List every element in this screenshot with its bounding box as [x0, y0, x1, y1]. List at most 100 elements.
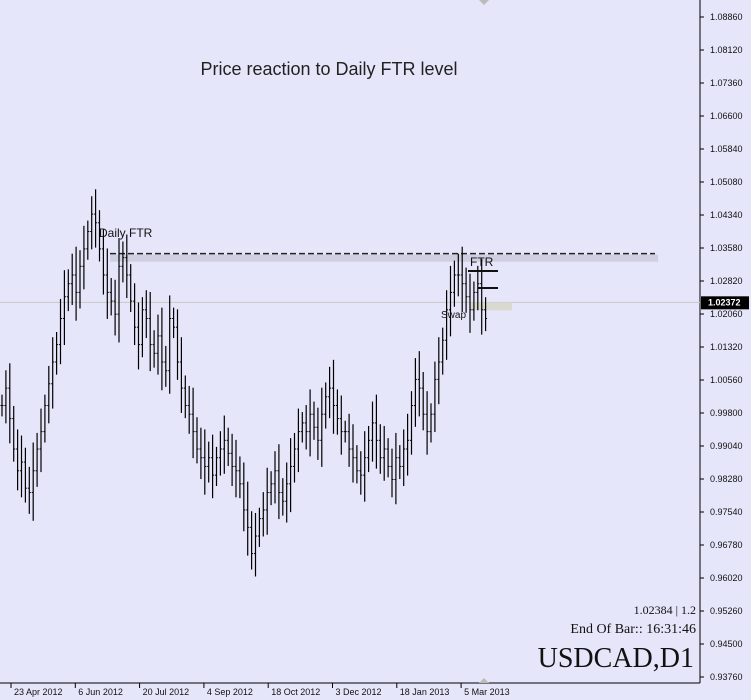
ohlc-bar — [452, 260, 456, 307]
ohlc-bar — [195, 417, 199, 464]
ohlc-bar — [441, 327, 445, 375]
ohlc-bar — [347, 413, 351, 467]
ohlc-bar — [129, 264, 133, 312]
ohlc-bar — [4, 370, 8, 424]
info-line-1: 1.02384 | 1.2 — [634, 603, 696, 617]
y-tick-label: 1.02820 — [710, 276, 743, 286]
ohlc-bar — [222, 415, 226, 474]
ohlc-bar — [367, 425, 371, 473]
ohlc-bar — [390, 448, 394, 498]
ohlc-bar — [148, 291, 152, 372]
ohlc-bar — [90, 196, 94, 250]
ohlc-bar — [8, 363, 12, 444]
ohlc-bar — [246, 481, 250, 556]
y-tick-label: 0.99040 — [710, 441, 743, 451]
ohlc-bar — [417, 351, 421, 417]
scroll-marker-bottom — [479, 678, 489, 683]
ohlc-bar — [82, 225, 86, 290]
chart-title: Price reaction to Daily FTR level — [200, 59, 457, 79]
ohlc-bar — [378, 424, 382, 474]
ohlc-bar — [125, 234, 129, 299]
x-tick-label: 5 Mar 2013 — [464, 687, 510, 697]
y-tick-label: 0.96780 — [710, 540, 743, 550]
ohlc-bar — [460, 246, 464, 312]
x-tick-label: 18 Oct 2012 — [271, 687, 320, 697]
ohlc-bar — [238, 456, 242, 499]
ohlc-bar — [109, 278, 113, 316]
ohlc-bar — [203, 429, 207, 495]
ohlc-bar — [421, 372, 425, 431]
ohlc-bar — [218, 431, 222, 476]
ohlc-bar — [43, 394, 47, 443]
y-tick-label: 0.98280 — [710, 474, 743, 484]
ohlc-bar — [137, 302, 140, 370]
ohlc-bar — [133, 283, 137, 346]
y-tick-label: 1.08120 — [710, 45, 743, 55]
ohlc-bar — [62, 270, 66, 346]
y-tick-label: 1.03580 — [710, 243, 743, 253]
ohlc-bar — [281, 478, 285, 516]
ohlc-bar — [117, 238, 121, 343]
ohlc-bar — [230, 433, 234, 487]
ohlc-bar — [425, 391, 429, 455]
y-tick-label: 0.97540 — [710, 507, 743, 517]
y-tick-label: 1.04340 — [710, 210, 743, 220]
y-tick-label: 1.08860 — [710, 12, 743, 22]
ohlc-bar — [191, 387, 195, 459]
ohlc-bar — [429, 403, 433, 443]
ftr-level-shadow — [110, 254, 658, 262]
swap-label: Swap — [441, 310, 466, 321]
ohlc-bar — [312, 401, 316, 440]
ohlc-bar — [140, 297, 144, 358]
ohlc-bar — [273, 451, 277, 504]
ohlc-bar — [179, 337, 183, 413]
ohlc-bar — [410, 391, 413, 455]
ohlc-bar — [320, 387, 324, 467]
ohlc-bar — [484, 297, 488, 332]
ohlc-bar — [300, 412, 304, 443]
ohlc-bar — [335, 389, 339, 435]
ohlc-bar — [59, 298, 62, 365]
x-tick-label: 18 Jan 2013 — [400, 687, 450, 697]
ohlc-bar — [168, 295, 172, 394]
ohlc-bar — [351, 424, 355, 483]
y-tick-label: 0.95260 — [710, 606, 743, 616]
ohlc-bar — [160, 307, 164, 391]
ohlc-bar — [363, 431, 367, 502]
ohlc-bar — [66, 269, 70, 312]
ohlc-bar — [226, 427, 230, 466]
ohlc-bar — [456, 253, 460, 297]
ohlc-bar — [187, 385, 191, 434]
ohlc-bar — [308, 389, 312, 457]
ohlc-bar — [476, 265, 480, 311]
ohlc-bar — [324, 382, 328, 429]
ohlc-bars — [0, 189, 488, 577]
ohlc-bar — [289, 438, 293, 513]
ohlc-bar — [328, 366, 332, 419]
y-tick-label: 0.93760 — [710, 672, 743, 682]
ohlc-bar — [23, 447, 27, 503]
ohlc-bar — [371, 401, 374, 462]
ohlc-bar — [250, 511, 254, 570]
ohlc-bar — [433, 361, 437, 433]
y-tick-label: 0.96020 — [710, 573, 743, 583]
ftr-label: FTR — [470, 255, 494, 269]
ohlc-bar — [332, 359, 335, 434]
ohlc-bar — [70, 253, 74, 306]
y-tick-label: 1.02060 — [710, 309, 743, 319]
ohlc-bar — [277, 444, 281, 520]
ohlc-bar — [172, 307, 176, 339]
ohlc-bar — [343, 420, 347, 443]
ohlc-bar — [199, 427, 203, 480]
ohlc-bar — [211, 434, 215, 499]
ohlc-bar — [176, 309, 179, 380]
ohlc-bar — [293, 432, 296, 483]
current-price-badge — [701, 296, 749, 310]
ohlc-bar — [468, 273, 472, 333]
ohlc-bar — [445, 290, 449, 360]
ohlc-bar — [261, 492, 265, 537]
ohlc-bar — [47, 365, 51, 424]
ohlc-bar — [0, 394, 4, 417]
